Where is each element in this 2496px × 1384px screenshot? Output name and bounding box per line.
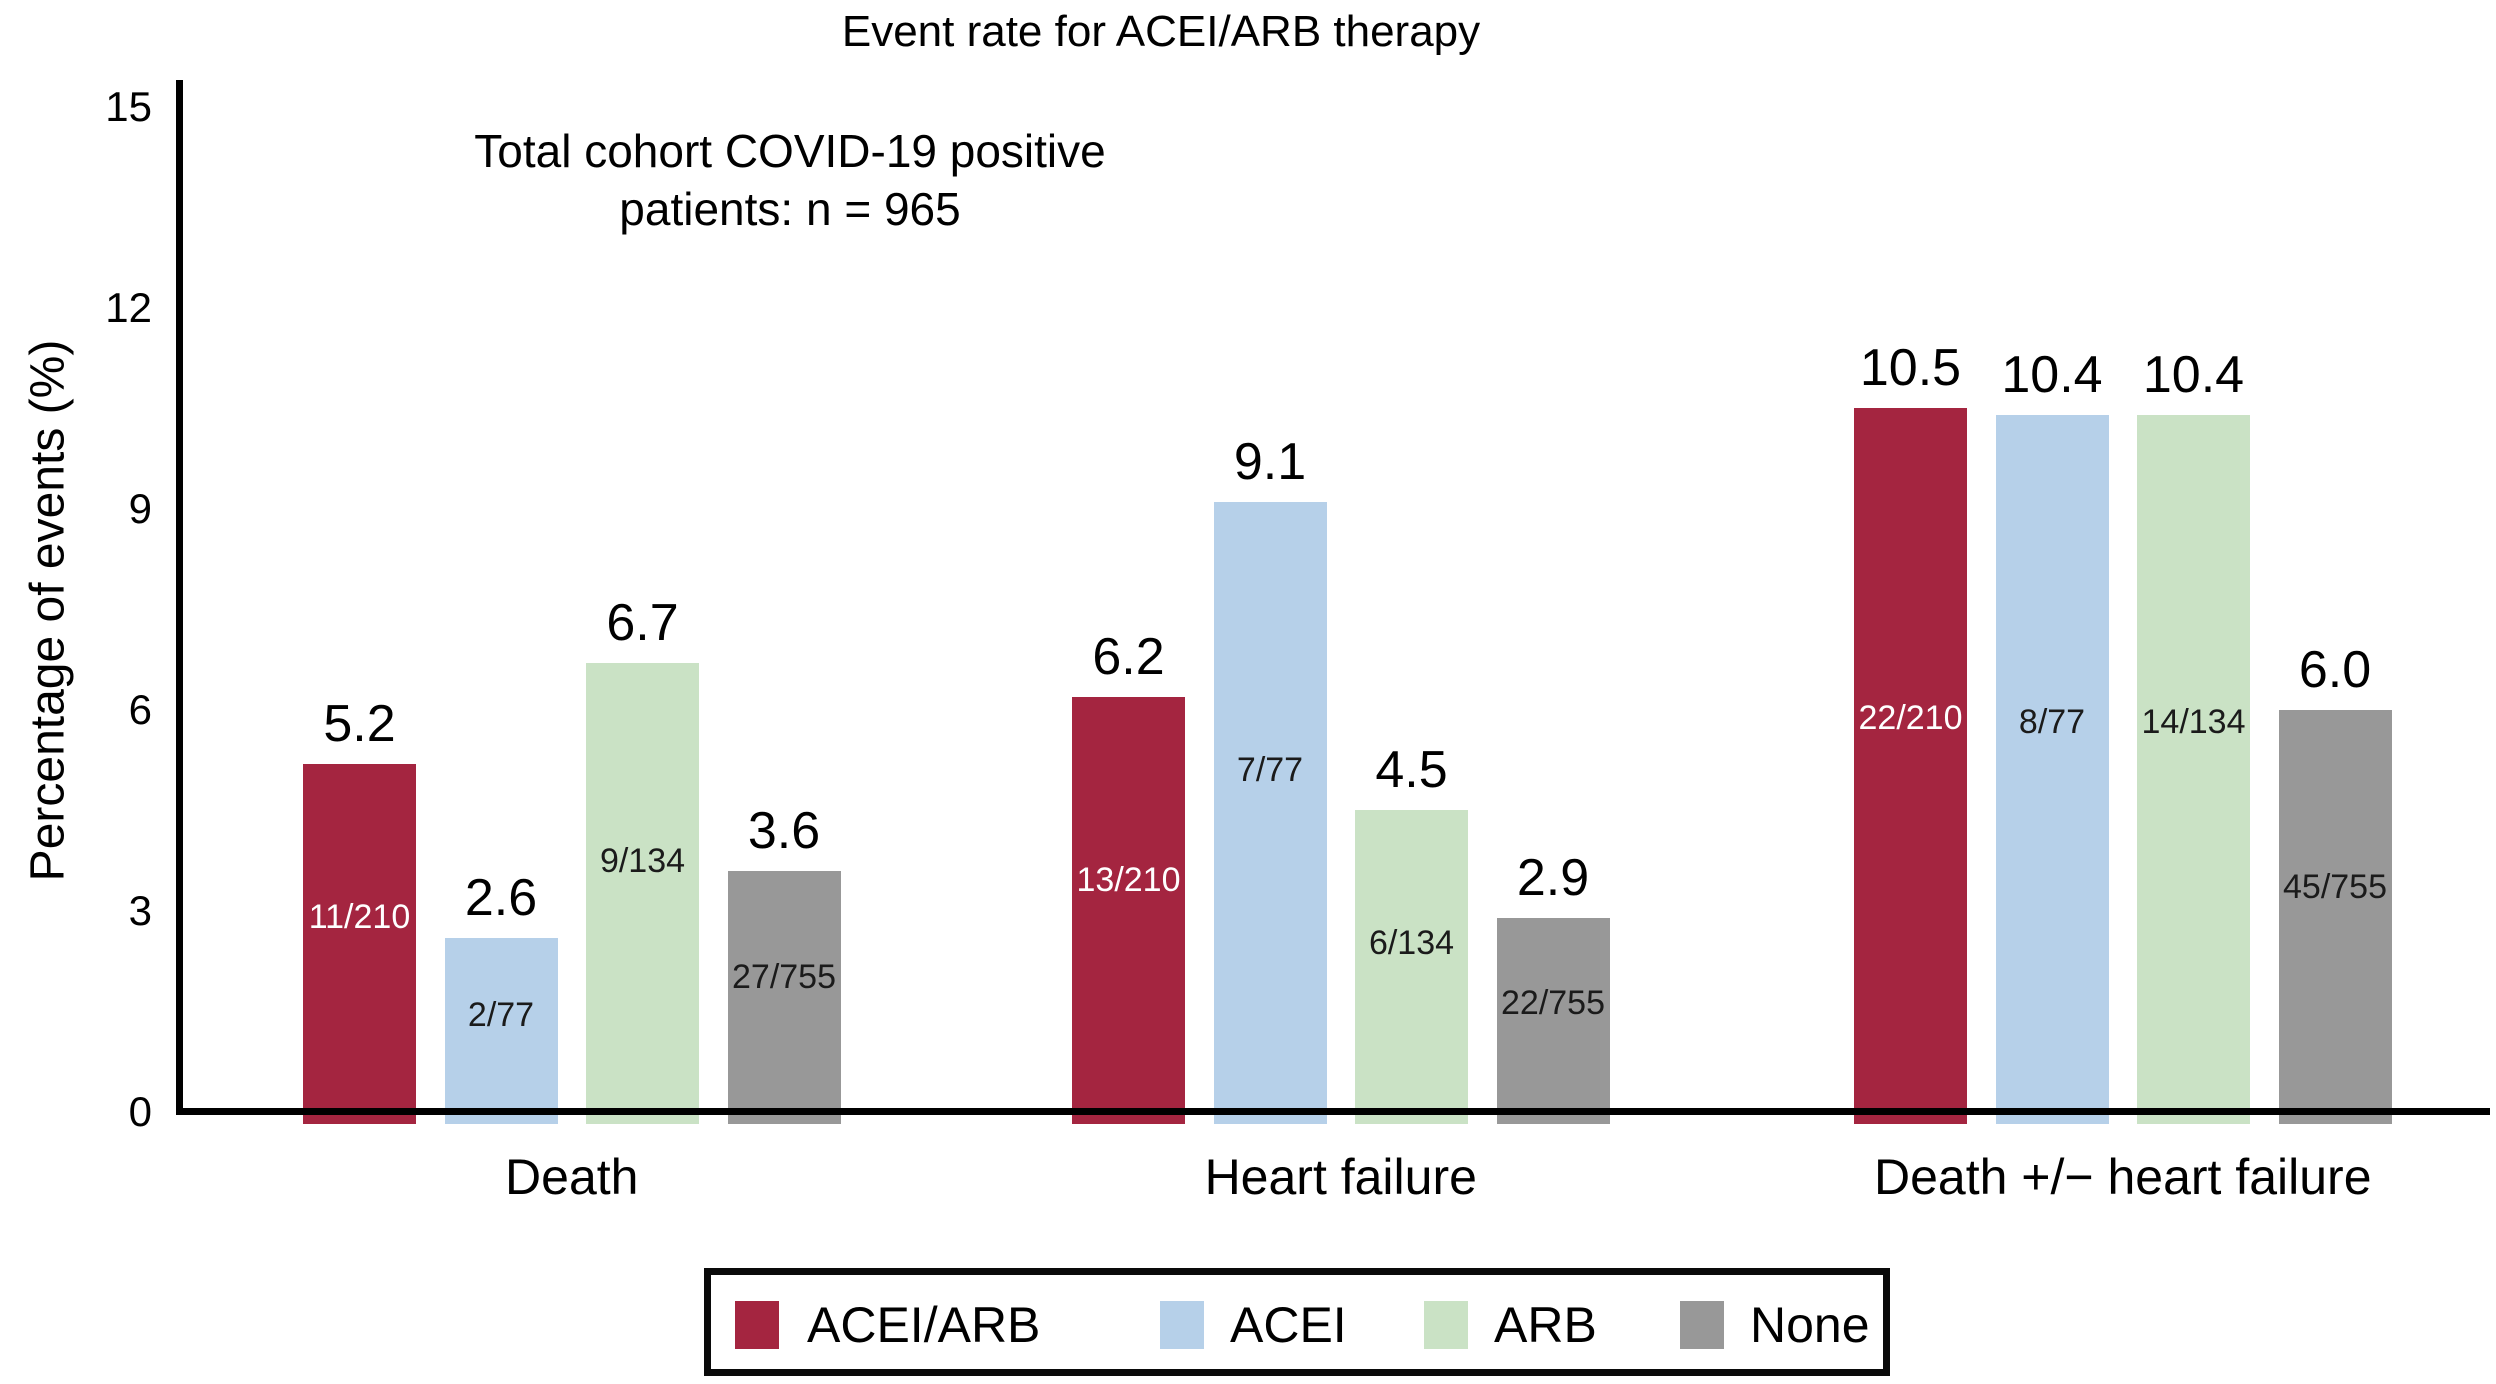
bar-fraction-label: 14/134 [2141, 702, 2246, 741]
category-label-2: Heart failure [1204, 1149, 1477, 1205]
bar-fraction-label: 8/77 [2018, 702, 2086, 741]
bar-fraction-label: 6/134 [1368, 923, 1455, 962]
bar-value-label: 10.5 [1859, 339, 1962, 397]
bar-acei-arb-1 [303, 764, 416, 1124]
legend-label-acei-arb: ACEI/ARB [807, 1297, 1041, 1353]
bar-acei-1 [444, 938, 558, 1124]
bar-value-label: 3.6 [747, 802, 821, 860]
annotation-line-1: Total cohort COVID-19 positive [474, 125, 1106, 177]
y-tick-label: 15 [105, 83, 152, 130]
bar-acei-arb-3 [1854, 408, 1967, 1124]
bar-value-label: 9.1 [1233, 433, 1307, 491]
bar-acei-2 [1213, 502, 1327, 1124]
legend-swatch-acei-arb [735, 1301, 779, 1349]
cohort-annotation: Total cohort COVID-19 positive patients:… [474, 122, 1106, 238]
bar-fraction-label: 9/134 [599, 841, 686, 880]
bar-value-label: 2.6 [464, 869, 538, 927]
y-tick-label: 9 [128, 485, 152, 532]
legend-label-acei: ACEI [1230, 1297, 1347, 1353]
bar-fraction-label: 45/755 [2283, 867, 2387, 906]
bar-arb-2 [1355, 810, 1468, 1124]
legend-swatch-arb [1424, 1301, 1468, 1349]
y-axis-line [176, 80, 183, 1115]
x-axis-line [176, 1108, 2490, 1115]
legend-swatch-none [1680, 1301, 1724, 1349]
bar-fraction-label: 22/755 [1501, 984, 1605, 1023]
annotation-line-2: patients: n = 965 [619, 183, 961, 235]
y-tick-label: 0 [128, 1088, 152, 1135]
legend-label-arb: ARB [1494, 1297, 1597, 1353]
bar-none-2 [1496, 918, 1610, 1124]
y-tick-label: 3 [128, 887, 152, 934]
bar-fraction-label: 22/210 [1858, 698, 1963, 737]
bar-value-label: 5.2 [323, 695, 396, 753]
bar-value-label: 6.0 [2298, 641, 2372, 699]
bar-fraction-label: 2/77 [467, 995, 535, 1034]
bar-fraction-label: 11/210 [308, 898, 411, 937]
y-tick-label: 6 [128, 686, 152, 733]
bar-value-label: 6.7 [606, 594, 679, 652]
bar-arb-1 [586, 663, 699, 1124]
legend-label-none: None [1750, 1297, 1870, 1353]
bar-acei-3 [1995, 415, 2109, 1124]
bar-acei-arb-2 [1072, 697, 1185, 1124]
category-label-3: Death +/− heart failure [1873, 1149, 2372, 1205]
bar-fraction-label: 7/77 [1236, 751, 1304, 790]
bar-none-3 [2278, 710, 2392, 1124]
bar-value-label: 6.2 [1092, 628, 1165, 686]
category-label-1: Death [505, 1149, 639, 1205]
bar-fraction-label: 13/210 [1076, 860, 1181, 899]
bar-arb-3 [2137, 415, 2250, 1124]
y-tick-label: 12 [105, 284, 152, 331]
y-axis-title: Percentage of events (%) [21, 339, 75, 882]
bar-value-label: 2.9 [1516, 849, 1590, 907]
bar-value-label: 10.4 [2001, 346, 2103, 404]
legend: ACEI/ARB ACEI ARB None [704, 1268, 1890, 1376]
bar-none-1 [727, 871, 841, 1124]
bar-value-label: 4.5 [1375, 741, 1448, 799]
bar-fraction-label: 27/755 [732, 958, 836, 997]
bar-value-label: 10.4 [2142, 346, 2245, 404]
legend-swatch-acei [1160, 1301, 1204, 1349]
chart-title: Event rate for ACEI/ARB therapy [841, 7, 1481, 56]
